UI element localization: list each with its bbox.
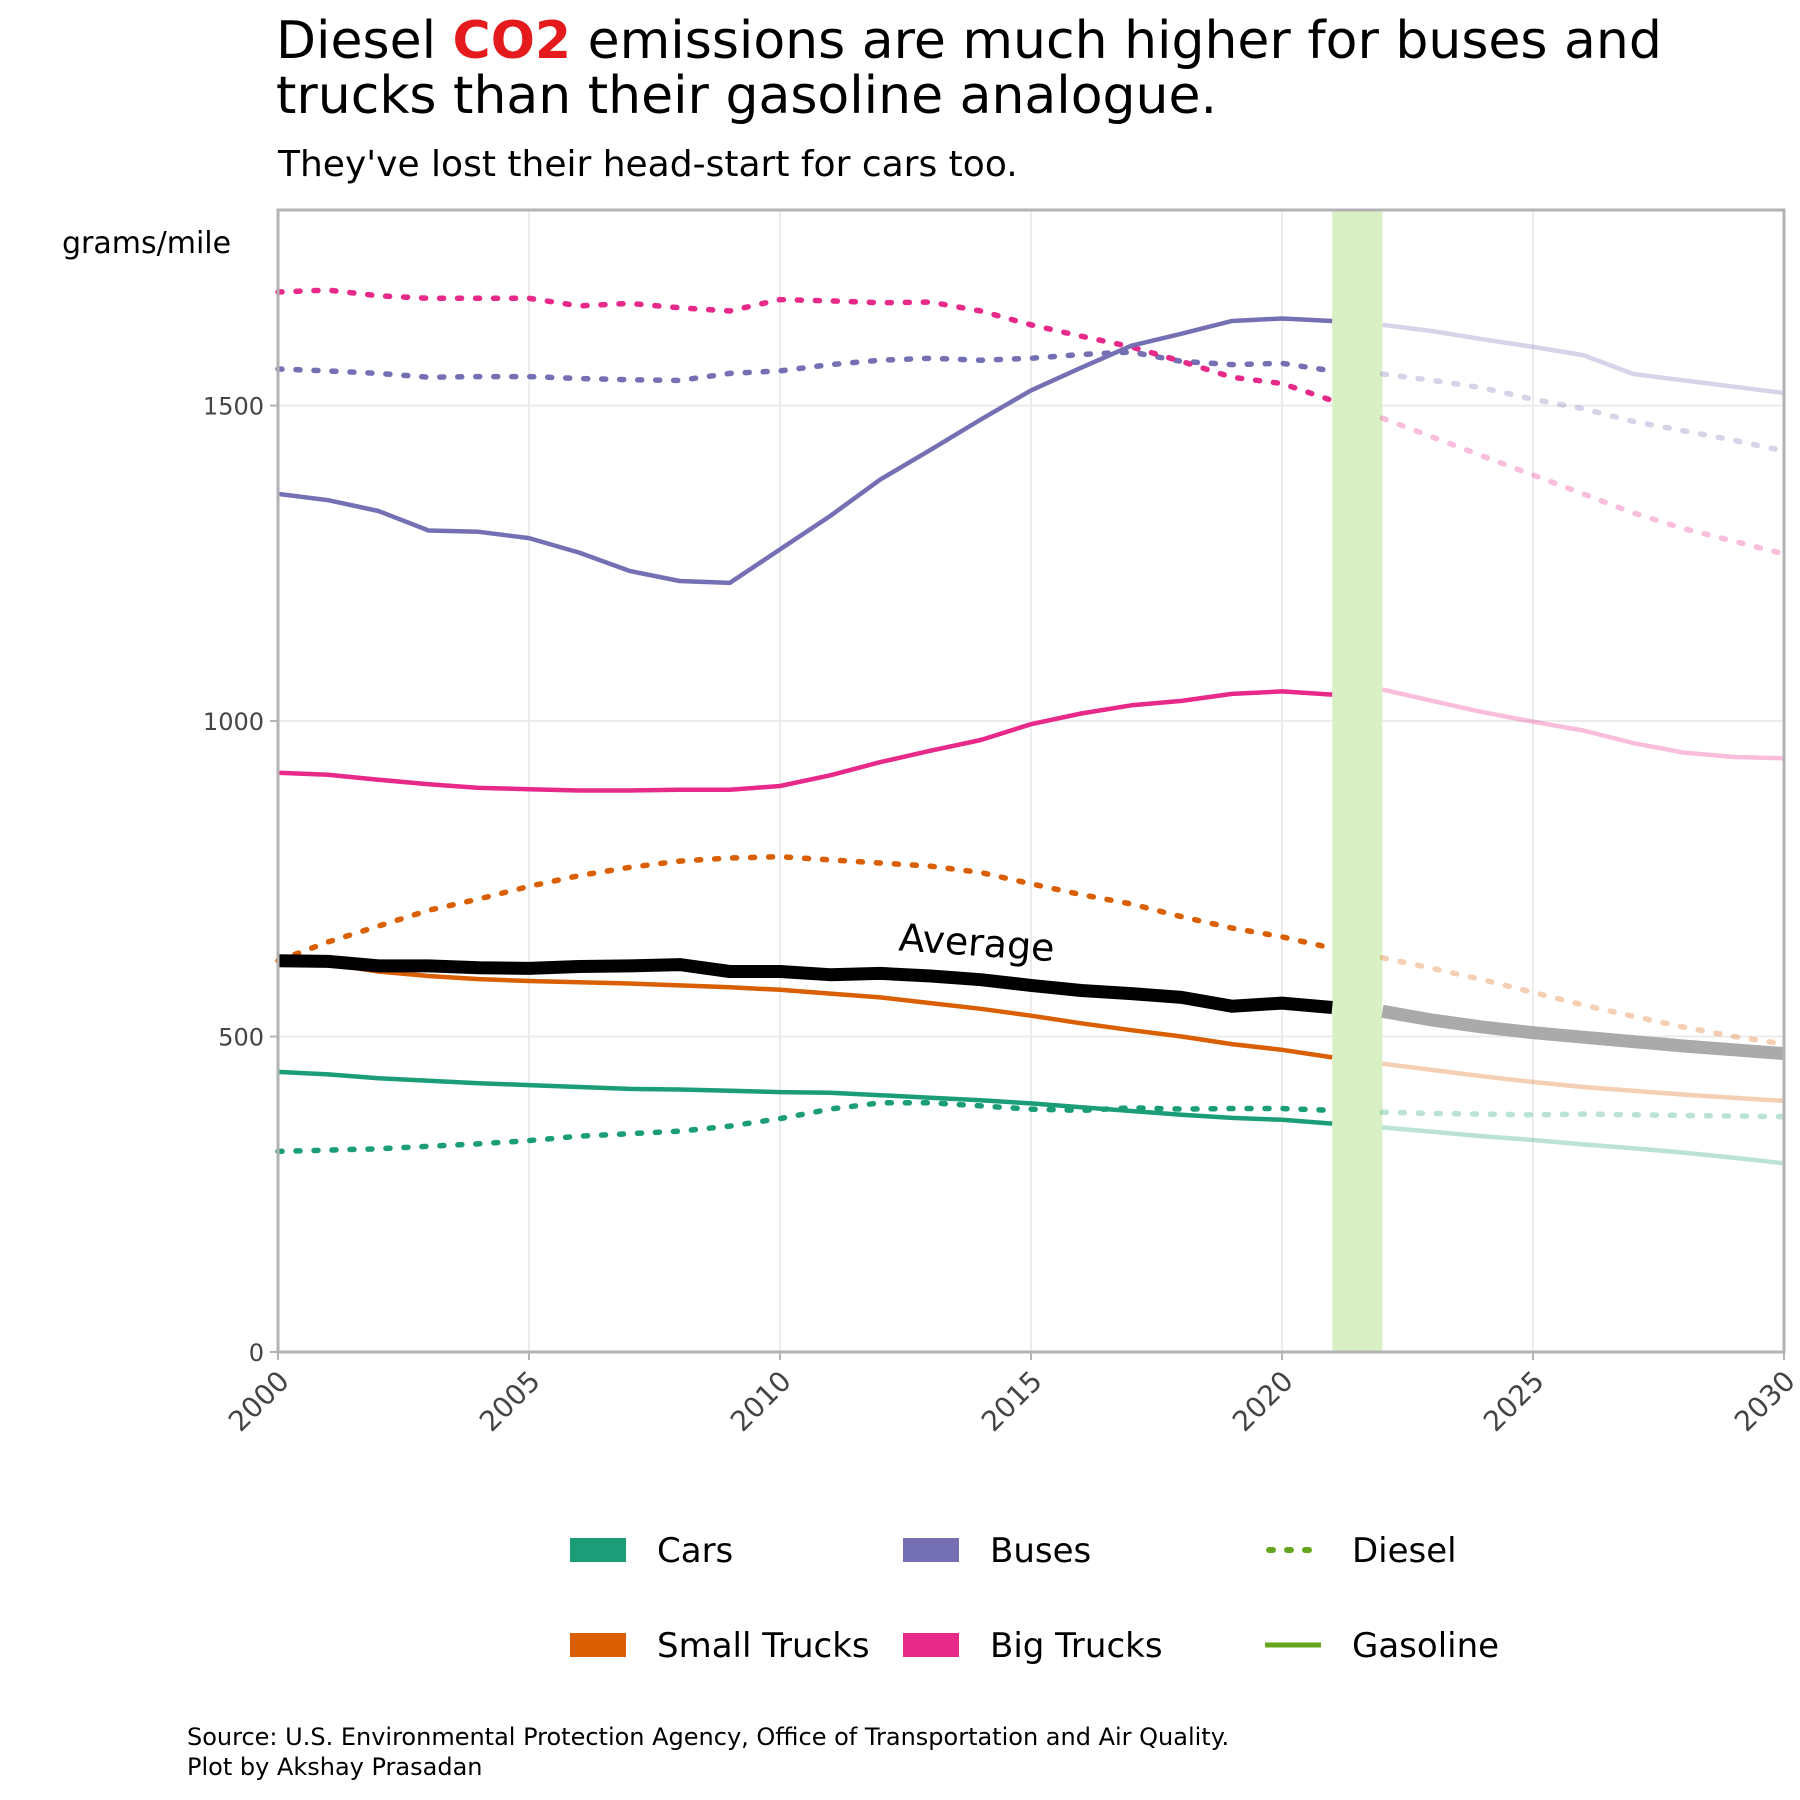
small-trucks-gasoline-projection-line [1382,1061,1785,1104]
average-average-projection-line [1381,1004,1785,1061]
buses-diesel-projection-line [1379,371,1787,454]
average-average-line [277,954,1333,1014]
chart-title-line1: Diesel CO2 emissions are much higher for… [276,11,1662,71]
big-trucks-diesel-line [275,287,1335,404]
projection-band-rect [1332,210,1383,1352]
y-tick-label: 0 [249,1339,264,1367]
small-trucks-gasoline-line [277,958,1333,1060]
y-tick-label: 1500 [203,393,264,421]
legend-key-cars [570,1538,626,1562]
x-tick-label: 2010 [724,1364,798,1438]
cars-gasoline-projection-line [1382,1125,1785,1166]
x-tick-label: 2015 [975,1364,1049,1438]
y-tick-label: 500 [218,1024,264,1052]
x-tick-label: 2005 [473,1364,547,1438]
y-tick-label: 1000 [203,708,264,736]
small-trucks-diesel-projection-line [1379,954,1787,1047]
buses-gasoline-projection-line [1382,322,1785,396]
projection-band [1332,210,1383,1352]
title-pre: Diesel [276,11,453,71]
x-tick-labels: 2000 2005 2010 2015 2020 2025 2030 [222,1364,1800,1438]
y-tick-labels: 0 500 1000 1500 [203,393,264,1367]
legend: Cars Buses Diesel Small Trucks Big Trucks Gas… [570,1531,1499,1666]
big-trucks-diesel-projection-line [1379,415,1787,557]
big-trucks-gasoline-projection-line [1381,687,1785,761]
big-trucks-gasoline-line [277,689,1333,793]
chart-subtitle: They've lost their head-start for cars t… [277,144,1018,185]
chart-title-line2: trucks than their gasoline analogue. [276,66,1217,126]
legend-label-big-trucks: Big Trucks [990,1626,1163,1666]
legend-label-small-trucks: Small Trucks [657,1626,870,1666]
caption-source: Source: U.S. Environmental Protection Ag… [187,1723,1229,1751]
buses-gasoline-line [277,316,1333,586]
legend-label-diesel: Diesel [1352,1531,1457,1571]
series-lines [275,287,1787,1166]
x-tick-label: 2025 [1477,1364,1551,1438]
cars-diesel-line [275,1100,1335,1155]
plot-frame [270,208,1786,1360]
x-tick-label: 2030 [1728,1364,1800,1438]
average-annotation: Average [897,915,1056,970]
legend-label-gasoline: Gasoline [1352,1626,1499,1666]
grid-lines [277,210,1785,1353]
title-post: emissions are much higher for buses and [571,11,1662,71]
cars-gasoline-line [277,1069,1333,1126]
legend-key-small-trucks [570,1633,626,1657]
cars-diesel-projection-line [1379,1109,1787,1120]
x-tick-label: 2020 [1226,1364,1300,1438]
small-trucks-diesel-line [275,853,1335,964]
x-tick-label: 2000 [222,1364,296,1438]
caption-credit: Plot by Akshay Prasadan [187,1753,483,1781]
legend-key-big-trucks [903,1633,959,1657]
legend-key-buses [903,1538,959,1562]
buses-diesel-line [275,349,1335,384]
title-highlight: CO2 [453,11,572,71]
y-axis-label: grams/mile [62,226,231,261]
legend-label-cars: Cars [657,1531,733,1571]
legend-label-buses: Buses [990,1531,1091,1571]
